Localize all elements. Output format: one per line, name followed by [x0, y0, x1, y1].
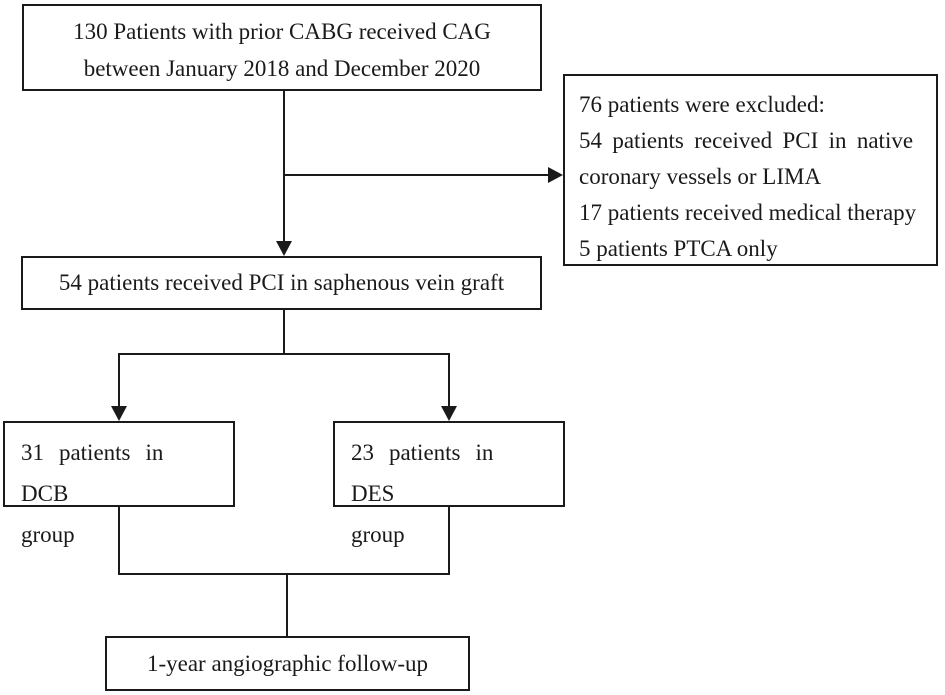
connector-des-to-merge	[448, 507, 450, 575]
box-followup: 1-year angiographic follow-up	[105, 636, 470, 691]
dcb-group-line-2: group	[21, 522, 75, 547]
connector-split-horizontal	[118, 353, 450, 355]
initial-cohort-line-2: between January 2018 and December 2020	[83, 56, 481, 81]
arrowhead-right-into-exclusions	[548, 167, 563, 183]
exclusions-line-pci-native: 54 patients received PCI in native	[579, 128, 914, 153]
exclusions-header: 76 patients were excluded:	[579, 92, 825, 117]
box-des-group: 23 patients in DES group	[333, 421, 565, 547]
arrowhead-down-into-dcb-box	[111, 406, 127, 421]
connector-split-to-dcb	[118, 353, 120, 407]
box-svg-pci: 54 patients received PCI in saphenous ve…	[21, 256, 542, 310]
connector-svg-to-split	[283, 310, 285, 355]
dcb-group-line-1: 31 patients in DCB	[21, 440, 164, 506]
exclusions-line-ptca: 5 patients PTCA only	[579, 236, 778, 261]
box-exclusions: 76 patients were excluded: 54 patients r…	[563, 74, 938, 266]
svg-pci-text: 54 patients received PCI in saphenous ve…	[58, 270, 505, 295]
arrowhead-down-into-des-box	[441, 406, 457, 421]
connector-dcb-to-merge	[118, 507, 120, 575]
connector-initial-to-svg	[283, 91, 285, 246]
arrowhead-down-into-svg-box	[276, 241, 292, 256]
des-group-line-1: 23 patients in DES	[351, 440, 494, 506]
connector-merge-horizontal	[118, 573, 450, 575]
exclusions-line-medical-therapy: 17 patients received medical therapy	[579, 200, 917, 225]
connector-branch-to-exclusions	[283, 174, 548, 176]
connector-split-to-des	[448, 353, 450, 407]
connector-merge-to-followup	[286, 573, 288, 636]
initial-cohort-line-1: 130 Patients with prior CABG received CA…	[73, 19, 491, 44]
exclusions-line-lima: coronary vessels or LIMA	[579, 164, 822, 189]
box-initial-cohort: 130 Patients with prior CABG received CA…	[22, 4, 542, 91]
des-group-line-2: group	[351, 522, 405, 547]
box-dcb-group: 31 patients in DCB group	[3, 421, 235, 547]
followup-text: 1-year angiographic follow-up	[146, 651, 428, 676]
